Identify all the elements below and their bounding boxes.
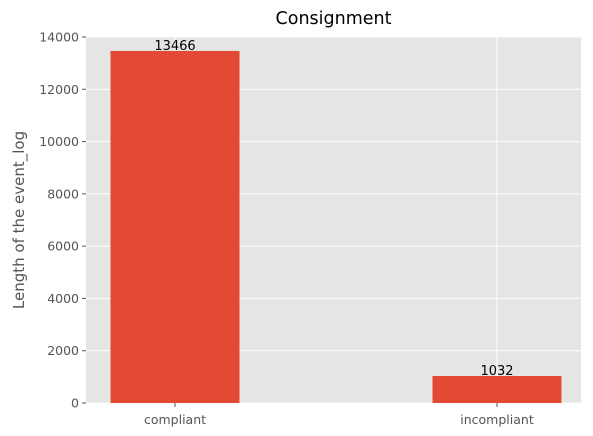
data-labels: 13466 1032 <box>154 39 513 379</box>
data-label-incompliant: 1032 <box>480 364 513 379</box>
chart-title: Consignment <box>276 9 392 29</box>
data-label-compliant: 13466 <box>154 39 195 54</box>
y-tick-label: 0 <box>71 396 79 411</box>
y-tick-label: 14000 <box>39 30 79 45</box>
bars <box>110 50 562 403</box>
y-tick-label: 4000 <box>47 291 79 306</box>
x-axis-ticks: compliant incompliant <box>144 403 534 427</box>
y-tick-label: 10000 <box>39 134 79 149</box>
bar-incompliant <box>432 376 562 403</box>
y-tick-label: 2000 <box>47 343 79 358</box>
x-tick-label-incompliant: incompliant <box>460 412 534 427</box>
bar-compliant <box>110 50 240 403</box>
y-tick-label: 8000 <box>47 186 79 201</box>
y-axis-label: Length of the event_log <box>10 131 29 309</box>
y-tick-label: 12000 <box>39 82 79 97</box>
y-tick-label: 6000 <box>47 239 79 254</box>
y-axis-ticks: 0 2000 4000 6000 8000 10000 12000 14000 <box>39 30 86 411</box>
x-tick-label-compliant: compliant <box>144 412 206 427</box>
